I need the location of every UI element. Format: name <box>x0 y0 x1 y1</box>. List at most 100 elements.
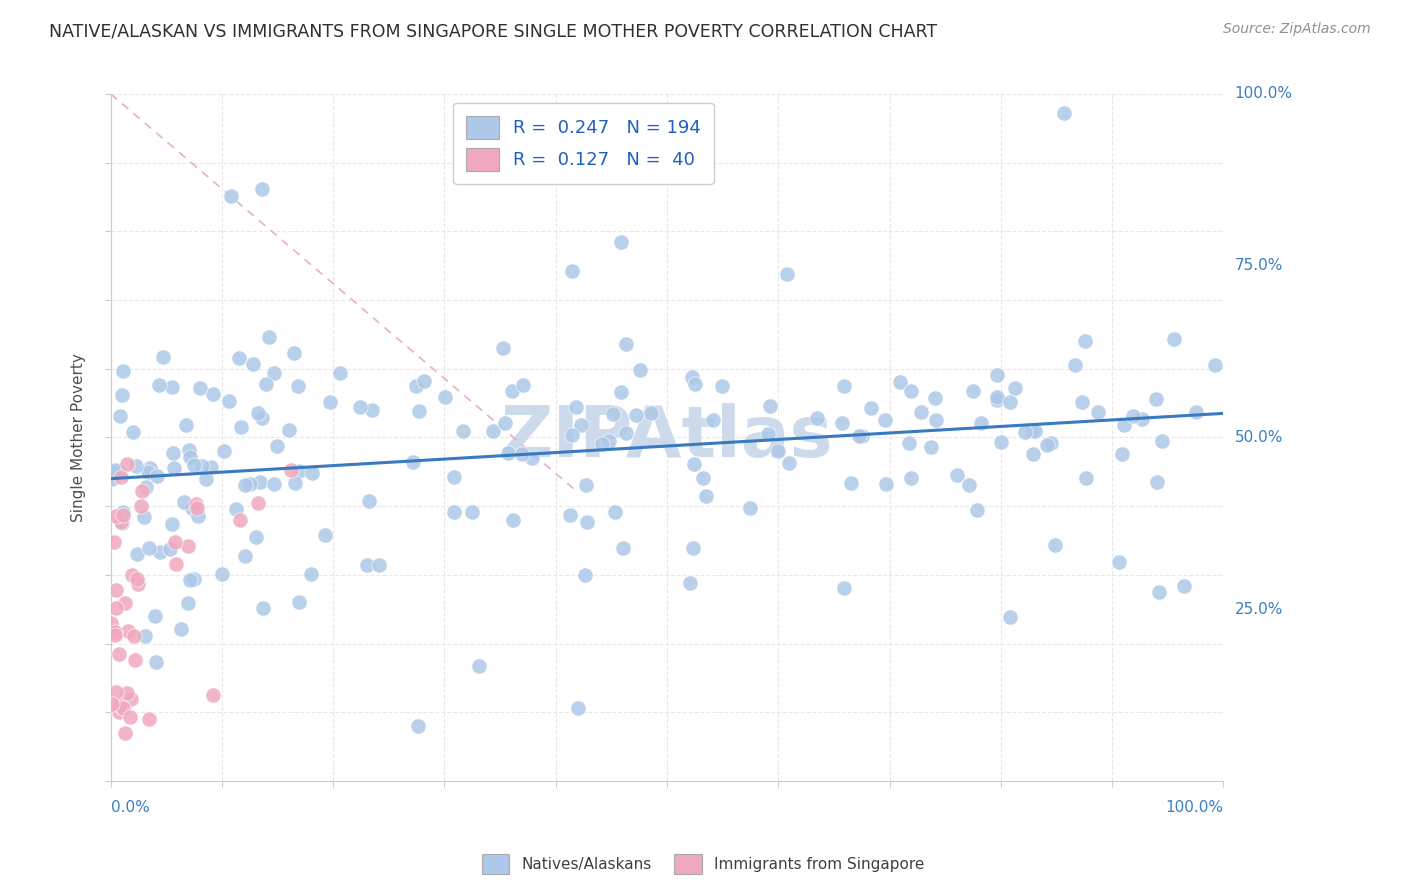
Point <box>239 476 262 491</box>
Point <box>177 539 200 553</box>
Point <box>229 513 252 527</box>
Point <box>962 384 984 399</box>
Point <box>183 458 205 472</box>
Point <box>110 388 132 402</box>
Point <box>228 351 250 366</box>
Point <box>100 615 122 630</box>
Point <box>1146 475 1168 490</box>
Point <box>135 479 157 493</box>
Point <box>610 384 633 399</box>
Point <box>361 402 384 417</box>
Text: 100.0%: 100.0% <box>1234 87 1292 102</box>
Point <box>408 719 430 733</box>
Point <box>1043 538 1066 552</box>
Point <box>356 558 378 573</box>
Point <box>900 471 922 485</box>
Point <box>280 463 302 477</box>
Point <box>163 461 186 475</box>
Legend: Natives/Alaskans, Immigrants from Singapore: Natives/Alaskans, Immigrants from Singap… <box>475 848 931 880</box>
Point <box>134 510 156 524</box>
Point <box>766 444 789 458</box>
Point <box>162 516 184 531</box>
Point <box>1074 334 1097 348</box>
Text: 50.0%: 50.0% <box>1234 430 1282 445</box>
Point <box>575 477 598 491</box>
Text: NATIVE/ALASKAN VS IMMIGRANTS FROM SINGAPORE SINGLE MOTHER POVERTY CORRELATION CH: NATIVE/ALASKAN VS IMMIGRANTS FROM SINGAP… <box>49 22 938 40</box>
Point <box>1021 447 1043 461</box>
Point <box>179 573 201 587</box>
Point <box>501 384 523 398</box>
Point <box>1163 332 1185 346</box>
Point <box>105 600 128 615</box>
Point <box>110 515 132 529</box>
Point <box>115 457 138 471</box>
Point <box>284 475 307 490</box>
Point <box>575 515 598 529</box>
Point <box>176 596 198 610</box>
Point <box>468 658 491 673</box>
Point <box>288 464 311 478</box>
Point <box>263 366 285 380</box>
Point <box>117 624 139 638</box>
Point <box>120 691 142 706</box>
Point <box>218 393 240 408</box>
Point <box>1076 471 1098 485</box>
Point <box>162 445 184 459</box>
Text: Source: ZipAtlas.com: Source: ZipAtlas.com <box>1223 22 1371 37</box>
Point <box>233 549 256 563</box>
Point <box>277 423 299 437</box>
Point <box>117 685 139 699</box>
Point <box>125 572 148 586</box>
Point <box>179 450 201 465</box>
Point <box>1004 381 1026 395</box>
Point <box>986 368 1008 382</box>
Point <box>110 470 132 484</box>
Point <box>460 505 482 519</box>
Point <box>1152 434 1174 448</box>
Point <box>283 346 305 360</box>
Point <box>510 447 533 461</box>
Point <box>103 535 125 549</box>
Point <box>121 425 143 439</box>
Point <box>1021 424 1043 438</box>
Point <box>924 391 946 405</box>
Point <box>683 377 706 392</box>
Point <box>287 595 309 609</box>
Point <box>252 411 274 425</box>
Point <box>319 394 342 409</box>
Point <box>839 475 862 490</box>
Point <box>104 463 127 477</box>
Point <box>111 508 134 523</box>
Point <box>104 628 127 642</box>
Point <box>190 381 212 395</box>
Point <box>1087 405 1109 419</box>
Point <box>200 459 222 474</box>
Point <box>900 384 922 398</box>
Point <box>402 454 425 468</box>
Point <box>520 450 543 465</box>
Point <box>152 350 174 364</box>
Y-axis label: Single Mother Poverty: Single Mother Poverty <box>72 353 86 522</box>
Point <box>329 366 352 380</box>
Point <box>574 568 596 582</box>
Point <box>173 494 195 508</box>
Point <box>875 413 897 427</box>
Point <box>778 456 800 470</box>
Point <box>1130 412 1153 426</box>
Point <box>129 500 152 514</box>
Point <box>408 404 430 418</box>
Point <box>614 425 637 440</box>
Point <box>124 653 146 667</box>
Point <box>560 508 582 523</box>
Point <box>610 235 633 250</box>
Point <box>170 622 193 636</box>
Point <box>145 469 167 483</box>
Point <box>191 458 214 473</box>
Point <box>859 401 882 415</box>
Point <box>1063 359 1085 373</box>
Point <box>145 655 167 669</box>
Point <box>101 472 124 486</box>
Point <box>443 505 465 519</box>
Point <box>149 545 172 559</box>
Point <box>832 581 855 595</box>
